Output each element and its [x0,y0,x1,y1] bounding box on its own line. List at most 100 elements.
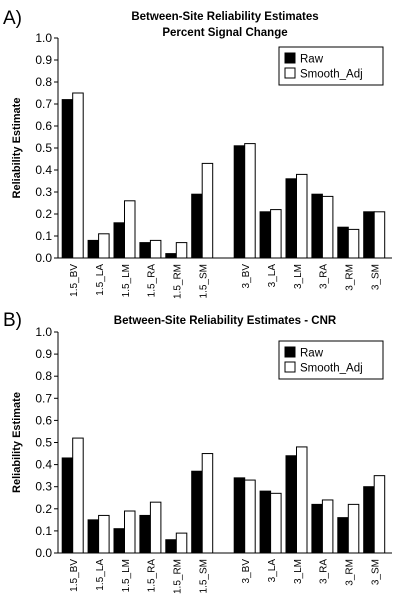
panel-label: A) [3,8,22,29]
bar-raw [61,457,74,554]
category-label: 1.5_LA [95,559,106,591]
bar-smooth-adj [373,475,386,554]
y-tick-label: 0.9 [35,347,52,361]
chart-subtitle: Percent Signal Change [162,27,287,39]
legend-label: Raw [300,54,324,66]
category-label: 3_RA [319,559,330,584]
y-tick-label: 0.0 [35,546,52,560]
y-tick-label: 0.5 [35,141,52,155]
category-label: 1.5_RM [173,559,184,594]
bar-raw [191,470,203,554]
legend-swatch [284,67,296,79]
panel-label: B) [3,310,22,331]
bar-raw [61,99,74,259]
bar-raw [165,539,177,554]
y-tick-label: 0.7 [35,97,52,111]
legend-swatch [284,52,296,64]
legend-label: Raw [300,348,324,360]
category-label: 3_RM [345,264,356,291]
bar-raw [363,211,375,259]
bar-raw [285,455,297,554]
category-label: 3_LM [293,264,304,289]
bar-raw [165,253,177,259]
bar-smooth-adj [175,532,188,554]
category-label: 3_SM [370,559,381,585]
bar-smooth-adj [321,499,334,554]
bar-smooth-adj [98,514,110,554]
y-tick-label: 0.7 [35,391,52,405]
category-label: 3_RM [345,559,356,586]
bar-raw [233,145,246,259]
bar-smooth-adj [149,239,162,259]
bar-raw [87,519,100,554]
y-tick-label: 0.5 [35,436,52,450]
y-tick-label: 0.2 [35,207,52,221]
bar-smooth-adj [175,242,188,259]
bar-smooth-adj [373,211,386,259]
bar-smooth-adj [201,453,214,554]
y-axis-label: Reliability Estimate [11,392,23,493]
bar-raw [337,517,349,554]
bar-smooth-adj [270,209,282,259]
bar-raw [233,477,246,554]
category-label: 3_LM [293,559,304,584]
bar-raw [87,239,100,259]
category-label: 1.5_BV [69,264,80,297]
y-tick-label: 0.1 [35,229,52,243]
legend-swatch [284,346,296,358]
category-label: 3_RA [319,264,330,289]
bar-smooth-adj [201,162,214,259]
bar-raw [285,178,297,259]
y-tick-label: 0.8 [35,369,52,383]
y-axis-label: Reliability Estimate [11,98,23,199]
bar-raw [113,528,125,554]
category-label: 1.5_SM [198,559,209,593]
y-tick-label: 0.1 [35,524,52,538]
bar-raw [311,503,323,554]
bar-smooth-adj [270,492,282,554]
y-tick-label: 0.0 [35,251,52,265]
bar-smooth-adj [98,233,110,259]
category-label: 1.5_RA [147,264,158,298]
y-tick-label: 0.4 [35,458,52,472]
bar-raw [311,193,323,259]
y-tick-label: 0.8 [35,75,52,89]
bar-smooth-adj [296,173,308,259]
category-label: 3_BV [241,559,252,584]
y-tick-label: 0.4 [35,163,52,177]
bar-smooth-adj [72,92,84,259]
bar-raw [337,226,349,259]
category-label: 1.5_LM [121,559,132,592]
bar-smooth-adj [244,143,256,259]
category-label: 1.5_BV [69,559,80,592]
category-label: 1.5_RM [173,264,184,299]
bar-raw [259,211,272,259]
y-tick-label: 0.2 [35,502,52,516]
y-tick-label: 1.0 [35,31,52,45]
y-tick-label: 0.3 [35,185,52,199]
bar-raw [139,242,151,259]
bar-smooth-adj [296,446,308,554]
bar-raw [259,490,272,554]
category-label: 3_SM [370,264,381,290]
category-label: 3_BV [241,264,252,289]
category-label: 1.5_LM [121,264,132,297]
bar-raw [363,486,375,554]
y-tick-label: 0.6 [35,413,52,427]
bar-smooth-adj [124,200,136,259]
chart-title: Between-Site Reliability Estimates - CNR [114,315,337,327]
bar-smooth-adj [124,510,136,554]
bar-smooth-adj [347,228,360,259]
legend-box [278,340,384,380]
category-label: 1.5_LA [95,264,106,296]
bar-smooth-adj [72,437,84,554]
bar-smooth-adj [321,195,334,259]
category-label: 1.5_RA [147,559,158,593]
category-label: 3_LA [267,264,278,288]
legend-label: Smooth_Adj [300,363,363,375]
bar-smooth-adj [149,501,162,554]
bar-raw [113,222,125,259]
y-tick-label: 0.9 [35,53,52,67]
bar-raw [139,514,151,554]
